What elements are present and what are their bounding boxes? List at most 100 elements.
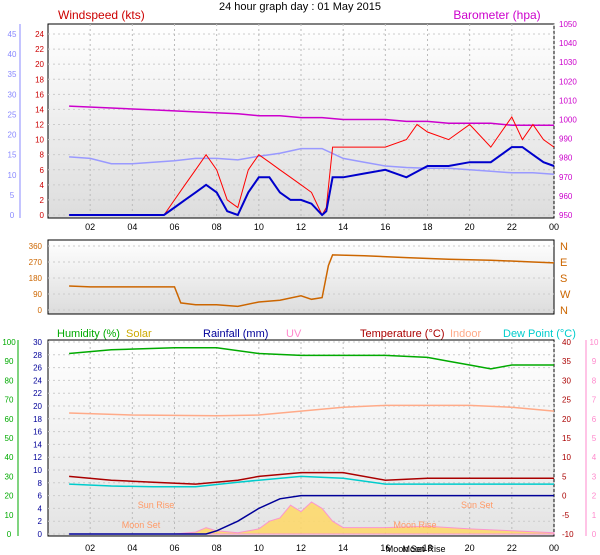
direction-axis: 0 90 180 270 360 [29,242,43,315]
y-tick-label: 20 [8,131,17,140]
x-tick-label: 18 [422,222,432,232]
y-tick-label: 26 [33,364,42,373]
y-tick-label: 8 [592,376,597,385]
y-tick-label: 12 [35,121,44,130]
y-tick-label: 1050 [559,20,577,29]
y-tick-label: 5 [592,434,597,443]
wind-average-line [69,146,555,217]
y-tick-label: 10 [5,511,14,520]
wind-plot-area [47,23,555,219]
y-tick-label: 4 [40,181,45,190]
y-tick-label: 270 [29,258,43,267]
x-tick-label: 10 [254,222,264,232]
y-tick-label: 980 [559,154,573,163]
y-tick-label: 10 [35,136,44,145]
y-tick-label: 6 [38,492,43,501]
y-tick-label: 10 [590,338,599,347]
windspeed-legend: Windspeed (kts) [58,8,145,22]
y-tick-label: 45 [8,30,17,39]
y-tick-label: 16 [35,90,44,99]
y-tick-label: 10 [562,453,571,462]
y-tick-label: 15 [562,434,571,443]
sun-set-label: Sun Set [461,500,494,510]
temperature-line [69,471,554,485]
y-tick-label: 12 [33,453,42,462]
x-tick-label: 04 [127,543,137,553]
x-tick-label: 18 [422,543,432,553]
x-tick-label: 12 [296,222,306,232]
x-tick-label: 22 [507,222,517,232]
y-tick-label: 18 [35,75,44,84]
y-tick-label: 6 [592,415,597,424]
barometer-legend: Barometer (hpa) [453,8,540,22]
y-tick-label: 80 [5,376,14,385]
x-tick-label: 16 [380,222,390,232]
moon-rise-axis-label: Moon Rise [402,544,445,554]
y-tick-label: 10 [8,171,17,180]
y-tick-label: 4 [38,504,43,513]
y-tick-label: -5 [562,511,570,520]
y-tick-label: 35 [562,357,571,366]
y-tick-label: 950 [559,211,573,220]
y-tick-label: 30 [5,472,14,481]
y-tick-label: 90 [5,357,14,366]
temperature-axis: -10 -5 0 5 10 15 20 25 30 35 40 [562,338,574,539]
wind-x-axis: 02 04 06 08 10 12 14 16 18 20 22 00 [85,24,559,232]
y-tick-label: 1030 [559,58,577,67]
temperature-legend: Temperature (°C) [360,328,444,340]
indoor-legend: Indoor [450,328,482,340]
left-outer-axis: 0 5 10 15 20 25 30 35 40 45 [8,24,21,220]
y-tick-label: 1 [592,511,597,520]
y-tick-label: 2 [40,196,45,205]
y-tick-label: 6 [40,166,45,175]
y-tick-label: 0 [40,211,45,220]
y-tick-label: 0 [7,530,12,539]
y-tick-label: 100 [2,338,16,347]
solar-legend: Solar [126,328,152,340]
y-tick-label: 30 [8,90,17,99]
compass-label: N [560,241,568,253]
y-tick-label: 25 [562,396,571,405]
x-tick-label: 02 [85,543,95,553]
y-tick-label: 16 [33,428,42,437]
y-tick-label: 0 [592,530,597,539]
humidity-temperature-panel: Humidity (%) Solar Rainfall (mm) UV Temp… [2,328,599,554]
y-tick-label: 10 [33,466,42,475]
y-tick-label: 1020 [559,77,577,86]
y-tick-label: 0 [38,530,43,539]
y-tick-label: 9 [592,357,597,366]
moon-set-axis-label: Moon Set [386,544,425,554]
compass-label: E [560,257,567,269]
temp-trace-line [69,147,555,176]
y-tick-label: 40 [5,453,14,462]
moon-rise-label: Moon Rise [393,520,436,530]
solar-area [69,501,555,535]
y-tick-label: 60 [5,415,14,424]
y-tick-label: 22 [33,389,42,398]
y-tick-label: 1040 [559,39,577,48]
x-tick-label: 20 [465,222,475,232]
x-tick-label: 04 [127,222,137,232]
y-tick-label: 20 [562,415,571,424]
y-tick-label: 0 [10,211,15,220]
humidity-x-axis: 02 04 06 08 10 12 14 16 18 20 22 00 [85,342,559,553]
y-tick-label: 70 [5,396,14,405]
y-tick-label: 180 [29,274,43,283]
y-tick-label: 5 [562,472,567,481]
dewpoint-line [69,475,554,488]
x-tick-label: 06 [169,543,179,553]
y-tick-label: 22 [35,45,44,54]
y-tick-label: 2 [38,517,43,526]
y-tick-label: 8 [40,151,45,160]
humidity-line [69,347,554,370]
x-tick-label: 00 [549,222,559,232]
y-tick-label: 24 [33,376,42,385]
y-tick-label: 4 [592,453,597,462]
y-tick-label: 7 [592,396,597,405]
rainfall-line [69,494,554,535]
barometer-line [69,105,554,126]
y-tick-label: 28 [33,351,42,360]
